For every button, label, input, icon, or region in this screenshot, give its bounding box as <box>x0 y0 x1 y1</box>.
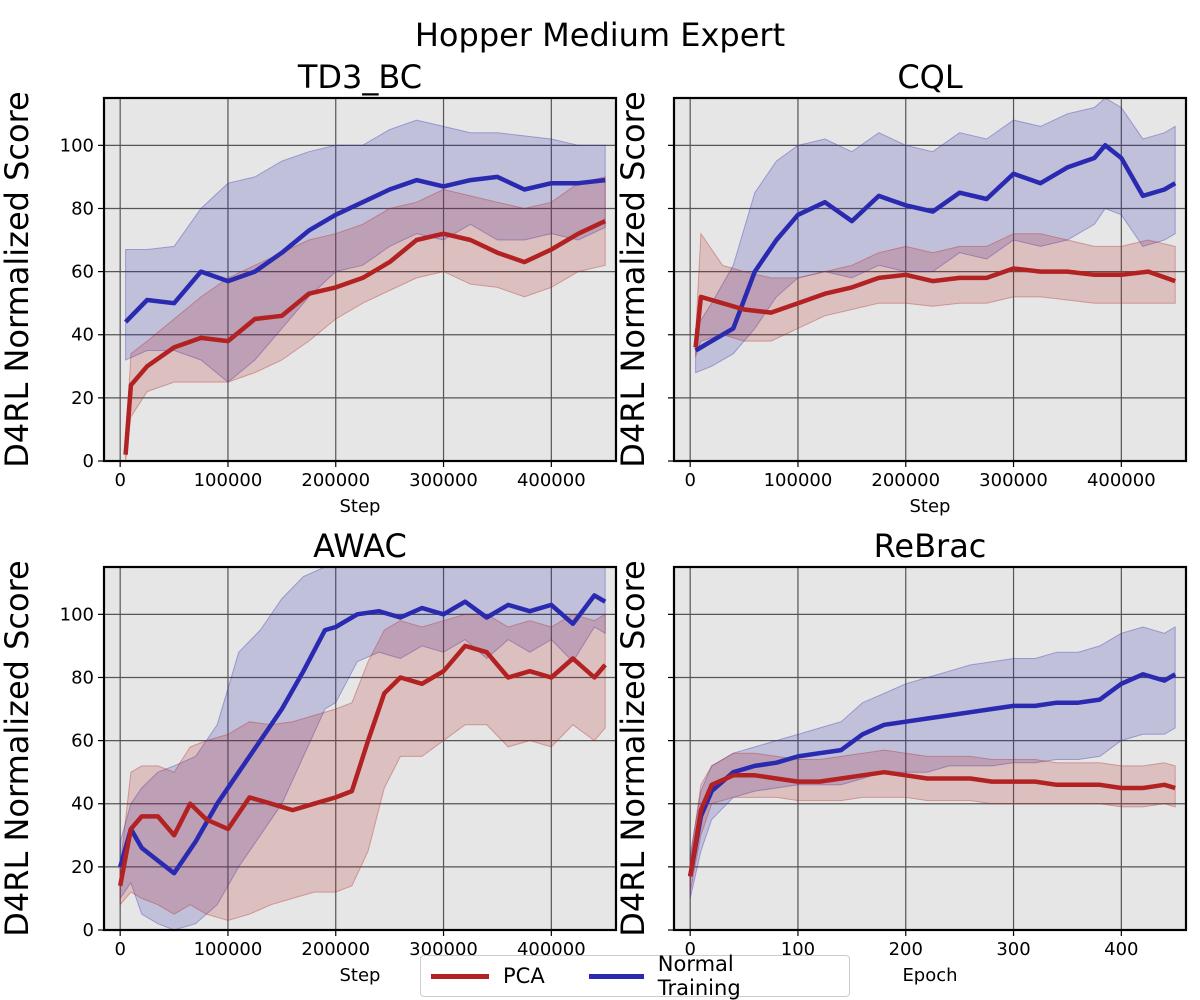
line-rebrac-pca <box>687 769 1176 877</box>
line-awac-normal-training <box>118 593 607 876</box>
line-cql-pca <box>693 266 1176 348</box>
y-tick-label-awac-1: 20 <box>71 857 94 878</box>
frame-rebrac <box>672 565 1188 932</box>
y-tick-label-td3-bc-2: 40 <box>71 325 94 346</box>
panel-rebrac: 0 100 200 300 400 ReBrac Epoch D4RL Normalized … <box>614 527 1188 986</box>
band-cql-normal-training <box>695 98 1176 374</box>
x-tick-label-awac-1: 100000 <box>194 939 263 960</box>
panel-cql: 0 100000 200000 300000 400000 CQL Step D4RL Nor… <box>614 58 1188 517</box>
band-rebrac-normal-training <box>689 626 1176 899</box>
y-tick-label-td3-bc-3: 60 <box>71 262 94 283</box>
line-rebrac-normal-training <box>687 672 1177 877</box>
legend-label-pca: PCA <box>503 964 545 988</box>
y-axis-label-td3-bc: D4RL Normalized Score <box>0 91 36 468</box>
series-group-awac <box>117 567 607 930</box>
x-tick-label-td3-bc-2: 200000 <box>301 470 370 491</box>
line-td3-bc-normal-training <box>123 174 606 324</box>
x-axis-label-rebrac: Epoch <box>902 965 957 986</box>
x-tick-label-rebrac-1: 100 <box>781 939 815 960</box>
plot-area-awac <box>104 567 616 930</box>
x-tick-label-cql-1: 100000 <box>764 470 833 491</box>
y-tick-label-td3-bc-5: 100 <box>60 135 94 156</box>
x-tick-label-td3-bc-4: 400000 <box>517 470 586 491</box>
x-axis-label-awac: Step <box>340 965 381 986</box>
frame-td3-bc <box>102 96 618 463</box>
legend-item-pca: PCA <box>431 964 545 988</box>
x-tick-label-cql-2: 200000 <box>871 470 940 491</box>
y-tick-label-td3-bc-1: 20 <box>71 388 94 409</box>
legend-item-normal-training: Normal Training <box>588 952 815 1000</box>
y-tick-label-awac-2: 40 <box>71 794 94 815</box>
y-tick-label-awac-3: 60 <box>71 731 94 752</box>
figure-title: Hopper Medium Expert <box>415 16 785 54</box>
y-axis-label-rebrac: D4RL Normalized Score <box>614 560 652 937</box>
line-cql-normal-training <box>694 143 1177 353</box>
y-tick-label-awac-0: 0 <box>83 920 94 941</box>
x-tick-label-td3-bc-3: 300000 <box>409 470 478 491</box>
line-td3-bc-pca <box>123 219 607 455</box>
series-group-td3-bc <box>123 119 607 461</box>
x-tick-label-rebrac-2: 200 <box>889 939 923 960</box>
band-awac-normal-training <box>119 567 606 930</box>
series-group-cql <box>693 98 1177 374</box>
panel-awac: 0 100000 200000 300000 400000 0 20 40 60 80 100 AWA… <box>0 527 618 986</box>
x-tick-label-cql-3: 300000 <box>979 470 1048 491</box>
plot-area-rebrac <box>674 567 1186 930</box>
panel-title-awac: AWAC <box>313 527 407 565</box>
band-td3-bc-normal-training <box>125 119 606 383</box>
panel-title-td3-bc: TD3_BC <box>297 58 422 96</box>
legend-swatch-normal-training <box>588 973 644 979</box>
frame-cql <box>672 96 1188 463</box>
x-tick-label-cql-0: 0 <box>684 470 695 491</box>
series-group-rebrac <box>687 626 1177 899</box>
y-tick-label-td3-bc-4: 80 <box>71 198 94 219</box>
x-tick-label-cql-4: 400000 <box>1087 470 1156 491</box>
x-tick-label-awac-4: 400000 <box>517 939 586 960</box>
x-axis-label-td3-bc: Step <box>340 496 381 517</box>
x-tick-label-rebrac-0: 0 <box>684 939 695 960</box>
x-tick-label-td3-bc-0: 0 <box>114 470 125 491</box>
panel-title-rebrac: ReBrac <box>874 527 987 565</box>
y-axis-label-cql: D4RL Normalized Score <box>614 91 652 468</box>
x-tick-label-rebrac-3: 300 <box>996 939 1030 960</box>
frame-awac <box>102 565 618 932</box>
x-tick-label-awac-3: 300000 <box>409 939 478 960</box>
y-tick-label-awac-4: 80 <box>71 667 94 688</box>
x-tick-label-awac-2: 200000 <box>301 939 370 960</box>
x-tick-label-td3-bc-1: 100000 <box>194 470 263 491</box>
panel-td3-bc: 0 100000 200000 300000 400000 0 20 40 60 80 100 TD3… <box>0 58 618 517</box>
y-tick-label-td3-bc-0: 0 <box>83 451 94 472</box>
x-tick-label-awac-0: 0 <box>114 939 125 960</box>
panel-title-cql: CQL <box>897 58 963 96</box>
legend: PCA Normal Training <box>420 952 850 1000</box>
legend-swatch-pca <box>431 973 489 979</box>
y-axis-label-awac: D4RL Normalized Score <box>0 560 36 937</box>
x-axis-label-cql: Step <box>910 496 951 517</box>
band-cql-pca <box>695 232 1176 357</box>
legend-label-normal-training: Normal Training <box>657 952 741 1000</box>
x-tick-label-rebrac-4: 400 <box>1104 939 1138 960</box>
line-awac-pca <box>117 643 607 887</box>
y-tick-label-awac-5: 100 <box>60 604 94 625</box>
